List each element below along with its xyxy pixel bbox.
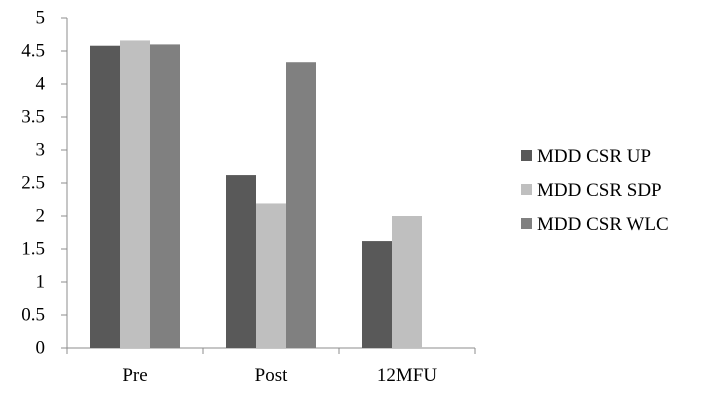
x-category-label: Pre [122,365,147,386]
x-axis-ticks: Pre Post 12MFU [66,348,476,386]
y-tick-label: 3.5 [21,107,45,128]
legend-swatch [521,218,532,229]
legend-label: MDD CSR WLC [537,214,669,235]
bar [392,216,422,348]
bar [120,40,150,348]
x-category-label: 12MFU [377,365,437,386]
y-tick-label: 0.5 [21,305,45,326]
y-tick-label: 0 [36,338,46,359]
y-tick-label: 3 [36,140,46,161]
bar-series-group [90,40,422,349]
bar [362,241,392,348]
legend-label: MDD CSR UP [537,146,651,167]
y-tick-label: 2.5 [21,173,45,194]
y-tick-label: 4.5 [21,41,45,62]
bar [256,203,286,348]
y-tick-label: 1.5 [21,239,45,260]
y-tick-label: 1 [36,272,46,293]
y-tick-label: 5 [36,8,46,29]
bar [150,44,180,349]
legend-swatch [521,150,532,161]
legend-label: MDD CSR SDP [537,180,662,201]
bar [90,45,120,348]
bar [286,62,316,348]
x-category-label: Post [255,365,288,386]
y-tick-label: 2 [36,206,46,227]
bar [226,175,256,348]
y-axis-ticks: 0 0.5 1 1.5 2 2.5 3 3.5 4 4.5 5 [21,8,67,359]
legend: MDD CSR UP MDD CSR SDP MDD CSR WLC [521,146,669,235]
legend-swatch [521,184,532,195]
y-tick-label: 4 [36,74,46,95]
